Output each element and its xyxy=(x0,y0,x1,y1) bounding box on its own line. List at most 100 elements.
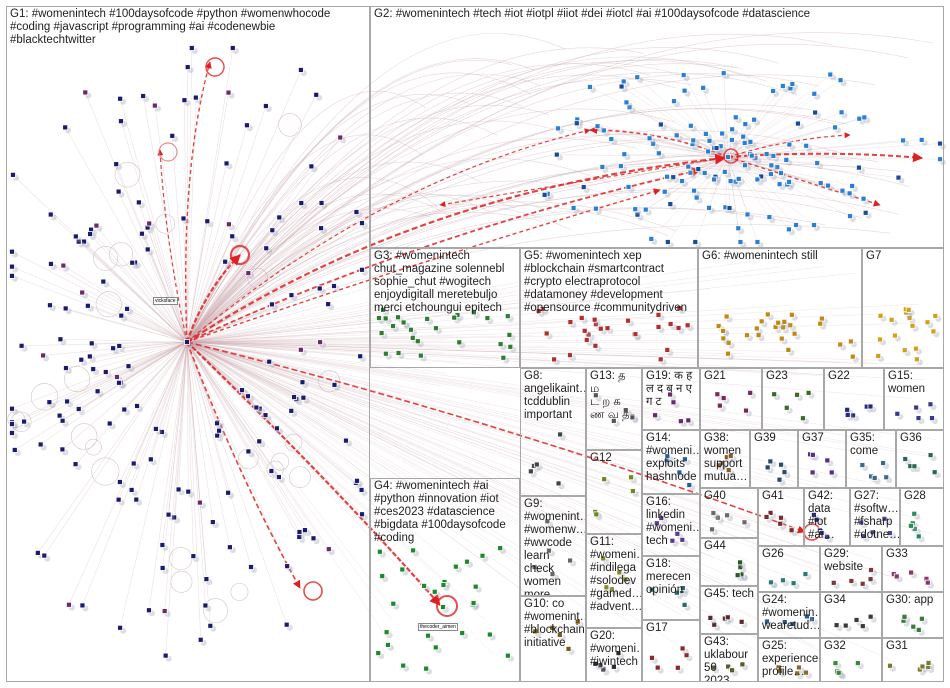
node-g2 xyxy=(657,121,664,128)
faint-loop xyxy=(284,433,303,452)
group-panel-g4: G4: #womenintech #ai #python #innovation… xyxy=(370,478,520,682)
node-g6 xyxy=(837,341,844,348)
node-g3 xyxy=(380,306,386,313)
node-g21 xyxy=(714,391,721,398)
edge-g1-others xyxy=(186,341,912,399)
edge-g1-others xyxy=(186,332,797,343)
edge-g1-g2 xyxy=(186,129,847,343)
node-g27 xyxy=(881,515,888,522)
edge-g1-g2 xyxy=(186,72,798,343)
node-g10 xyxy=(556,631,563,638)
group-label-g42: G42: data #iot #ai… xyxy=(808,490,835,541)
node-g43 xyxy=(739,661,746,668)
edge-g1-others xyxy=(186,341,914,505)
node-g25 xyxy=(794,670,801,677)
edge-g1 xyxy=(49,341,188,403)
node-g3 xyxy=(417,352,424,359)
edge-g1-others xyxy=(186,341,811,539)
node-g3 xyxy=(400,319,407,326)
node-g5 xyxy=(675,325,682,331)
node-g34 xyxy=(833,622,840,629)
edge-g1-others xyxy=(186,341,826,570)
node-g2 xyxy=(680,72,687,79)
edge-g2 xyxy=(727,156,739,229)
edge-g1 xyxy=(186,341,300,538)
edge-g1-g2 xyxy=(186,63,743,343)
edge-g1-g2 xyxy=(186,74,677,343)
node-g34 xyxy=(867,613,874,620)
node-g1 xyxy=(133,496,140,503)
node-g3 xyxy=(507,343,514,350)
node-g2 xyxy=(729,126,736,133)
node-g1 xyxy=(129,259,136,266)
node-g1 xyxy=(47,302,53,309)
edge-g1 xyxy=(186,341,303,383)
edge-g1 xyxy=(186,248,267,343)
node-g6 xyxy=(775,319,782,326)
node-g2 xyxy=(623,99,630,106)
group-panel-g25: G25: experience profile… xyxy=(758,638,820,682)
node-g4 xyxy=(410,547,417,554)
edge-g1 xyxy=(186,341,278,429)
edge-g1-others xyxy=(186,340,704,343)
group-panel-g24: G24: #womenin… wearetud… xyxy=(758,592,820,638)
node-g2 xyxy=(729,137,735,143)
node-g7 xyxy=(877,312,884,319)
node-g2 xyxy=(770,153,777,159)
node-g2 xyxy=(634,211,641,218)
group-panel-g41: G41 xyxy=(758,488,804,546)
edge-g1 xyxy=(186,163,227,343)
node-g1 xyxy=(79,602,86,609)
edge-g1 xyxy=(14,341,188,451)
edge-g2 xyxy=(727,83,793,158)
group-label-g3: G3: #womenintech chut_magazine solennebl… xyxy=(374,250,505,314)
node-g1 xyxy=(66,601,72,608)
group-label-g34: G34 xyxy=(824,594,846,606)
node-g4 xyxy=(399,566,406,573)
node-g32 xyxy=(854,660,861,666)
node-g1 xyxy=(106,420,113,427)
node-g1 xyxy=(209,519,216,525)
edge-g1-others xyxy=(186,341,923,520)
node-g1 xyxy=(196,499,203,506)
edge-g1-others xyxy=(186,341,726,575)
node-g1 xyxy=(11,447,18,453)
edge-g2 xyxy=(727,90,774,158)
edge-g1 xyxy=(83,241,188,343)
edge-g1 xyxy=(12,174,188,343)
edge-g1 xyxy=(37,341,188,554)
edge-g1 xyxy=(155,341,188,430)
edge-g1 xyxy=(11,251,188,343)
node-g1 xyxy=(88,340,95,347)
edge-g2 xyxy=(645,156,729,210)
edge-g1 xyxy=(186,288,320,343)
node-g5 xyxy=(657,356,664,363)
edge-g1-g2 xyxy=(186,138,772,343)
edge-g1 xyxy=(115,164,188,343)
node-g1 xyxy=(269,301,275,308)
node-g2 xyxy=(839,187,846,194)
edge-g1-others xyxy=(186,341,392,404)
node-g1 xyxy=(310,535,317,542)
group-label-g21: G21 xyxy=(704,370,726,382)
edge-g1 xyxy=(120,341,188,383)
edge-g1-others xyxy=(186,341,834,571)
node-g5 xyxy=(684,322,691,329)
node-g2 xyxy=(679,178,685,184)
node-g2 xyxy=(937,156,943,163)
node-g1 xyxy=(359,511,365,518)
edge-g1-others xyxy=(186,341,904,581)
edge-g1-others xyxy=(186,341,815,647)
edge-g1 xyxy=(133,341,188,464)
edge-g1-g2 xyxy=(186,117,498,343)
group-panel-g16: G16: linkedin #womeni… tech xyxy=(642,494,700,556)
node-g3 xyxy=(395,314,401,321)
node-g3 xyxy=(451,314,458,321)
edge-g1 xyxy=(126,308,188,343)
edge-g2 xyxy=(544,156,729,196)
edge-g1-others xyxy=(186,341,681,491)
node-g1 xyxy=(9,263,15,270)
edge-g2 xyxy=(721,133,729,158)
node-g2 xyxy=(778,170,784,176)
